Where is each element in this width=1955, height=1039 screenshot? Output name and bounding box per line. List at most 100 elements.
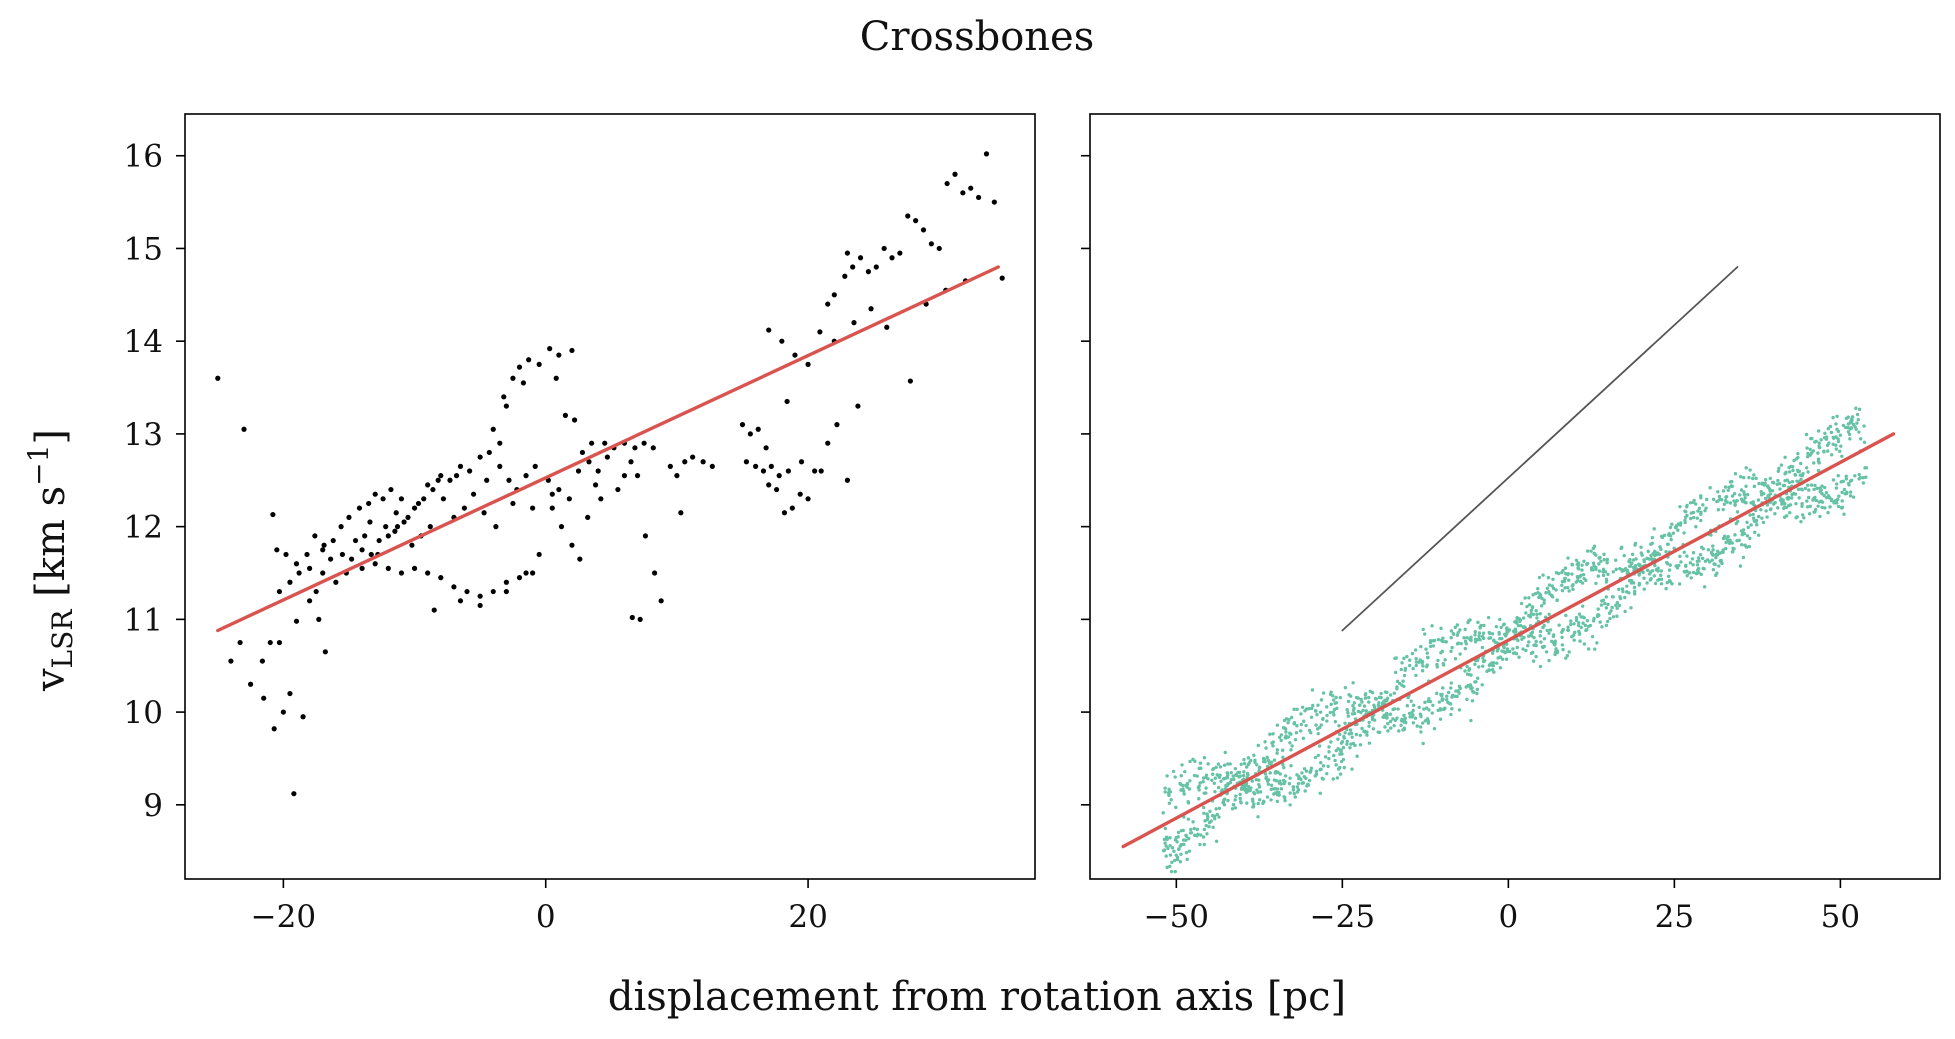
data-point xyxy=(1321,716,1325,721)
data-point xyxy=(1699,518,1703,523)
data-point xyxy=(1414,663,1418,668)
data-point xyxy=(1524,648,1528,653)
data-point xyxy=(1560,579,1565,584)
data-point xyxy=(1210,778,1214,782)
data-point xyxy=(1844,477,1849,481)
data-point xyxy=(1784,470,1788,475)
data-point xyxy=(674,473,680,479)
data-point xyxy=(1754,518,1759,523)
data-point xyxy=(1813,440,1817,444)
data-point xyxy=(1171,769,1176,774)
data-point xyxy=(658,598,664,604)
data-point xyxy=(1646,549,1650,554)
data-point xyxy=(1728,501,1733,505)
data-point xyxy=(1808,453,1812,457)
data-point xyxy=(1169,798,1173,802)
data-point xyxy=(1519,601,1524,606)
data-point xyxy=(1286,735,1291,739)
data-point xyxy=(1187,836,1191,841)
data-point xyxy=(1205,832,1209,836)
data-point xyxy=(1287,781,1292,786)
data-point xyxy=(1184,833,1188,837)
data-point xyxy=(1861,481,1866,485)
data-point xyxy=(1629,581,1634,585)
data-point xyxy=(1351,681,1355,685)
data-point xyxy=(316,616,322,622)
data-point xyxy=(1741,555,1746,560)
data-point xyxy=(1455,633,1460,637)
data-point xyxy=(1457,684,1462,689)
data-point xyxy=(1723,485,1728,489)
data-point xyxy=(1309,715,1314,719)
data-point xyxy=(1659,569,1664,573)
data-point xyxy=(1813,510,1817,514)
data-point xyxy=(585,514,591,520)
data-point xyxy=(1453,625,1458,630)
data-point xyxy=(1631,565,1636,570)
data-point xyxy=(1685,573,1689,578)
data-point xyxy=(1473,630,1477,634)
data-point xyxy=(1238,800,1243,804)
data-point xyxy=(1665,542,1670,547)
data-point xyxy=(1549,593,1554,598)
data-point xyxy=(1716,549,1720,554)
data-point xyxy=(1360,726,1364,731)
data-point xyxy=(438,575,444,581)
data-point xyxy=(1234,794,1238,798)
data-point xyxy=(628,459,634,465)
data-point xyxy=(1606,572,1610,577)
data-point xyxy=(530,505,536,511)
data-point xyxy=(1701,503,1705,507)
data-point xyxy=(1532,635,1536,640)
data-point xyxy=(739,422,746,428)
data-point xyxy=(586,459,592,465)
data-point xyxy=(1557,623,1561,627)
data-point xyxy=(1481,636,1486,641)
data-point xyxy=(1421,721,1425,725)
data-point xyxy=(1296,788,1301,792)
data-point xyxy=(1284,730,1288,734)
data-point xyxy=(1524,611,1528,615)
y-tick-label: 11 xyxy=(124,602,163,638)
data-point xyxy=(1725,500,1729,504)
data-point xyxy=(1301,781,1306,785)
y-tick-label: 16 xyxy=(124,139,163,175)
data-point xyxy=(1480,645,1485,650)
data-point xyxy=(1498,637,1502,641)
data-point xyxy=(1785,478,1790,482)
data-point xyxy=(1465,672,1470,676)
data-point xyxy=(1682,531,1686,535)
data-point xyxy=(1742,531,1747,536)
data-point xyxy=(1338,772,1343,776)
data-point xyxy=(1311,703,1315,708)
data-point xyxy=(1796,451,1800,456)
data-point xyxy=(1423,632,1427,636)
data-point xyxy=(1746,525,1751,530)
data-point xyxy=(1185,857,1189,862)
data-point xyxy=(1294,731,1299,735)
data-point xyxy=(1604,606,1609,610)
data-point xyxy=(1684,564,1688,568)
data-point xyxy=(1281,755,1285,759)
data-point xyxy=(1178,860,1183,864)
data-point xyxy=(1803,486,1808,491)
plot-frame xyxy=(1089,113,1941,880)
data-point xyxy=(1787,465,1791,470)
data-point xyxy=(372,561,378,567)
data-point xyxy=(1197,788,1201,792)
data-point xyxy=(781,510,788,516)
data-point xyxy=(1586,624,1591,629)
data-point xyxy=(589,440,595,446)
data-point xyxy=(1579,615,1583,619)
data-point xyxy=(1768,476,1772,481)
data-point xyxy=(1576,623,1581,628)
data-point xyxy=(1689,576,1693,580)
data-point xyxy=(490,588,496,595)
data-point xyxy=(1245,801,1249,805)
data-point xyxy=(1345,707,1349,712)
data-point xyxy=(1545,628,1549,633)
data-point xyxy=(1441,707,1446,711)
data-point xyxy=(1508,649,1512,654)
data-point xyxy=(1576,561,1581,565)
data-point xyxy=(1569,622,1573,627)
